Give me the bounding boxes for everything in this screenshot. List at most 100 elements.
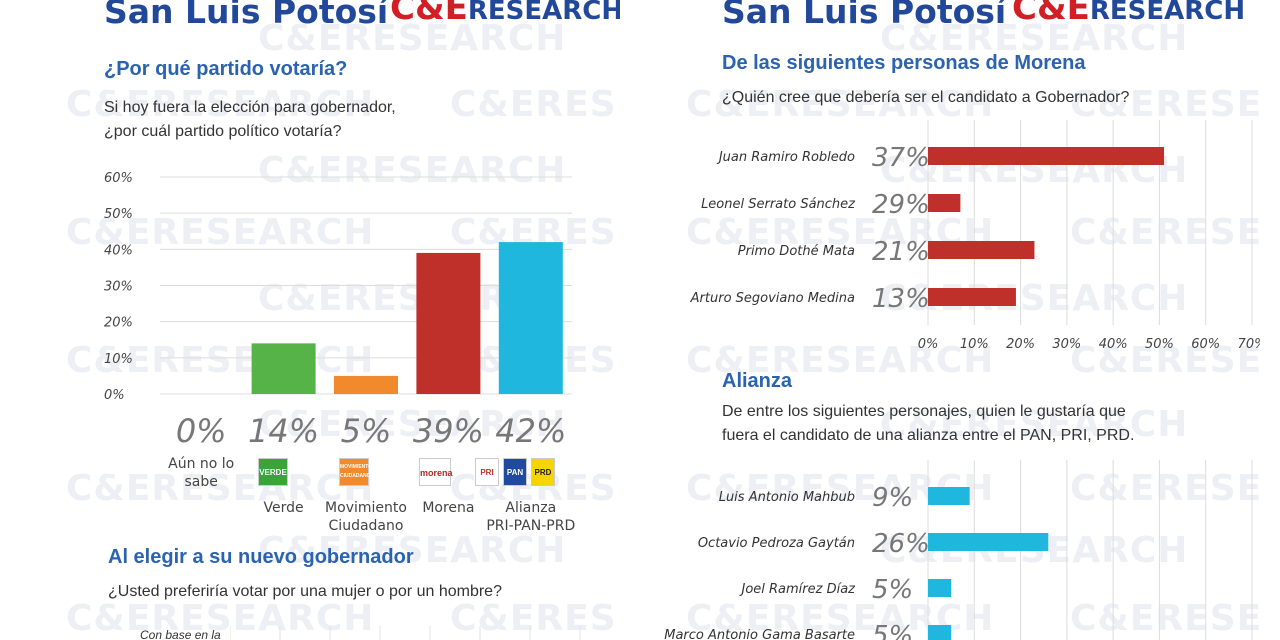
watermark-text: C&ERESEARCH <box>1070 84 1260 125</box>
x-tick-label: 30% <box>1052 337 1081 352</box>
y-tick-label: 20% <box>104 316 133 331</box>
y-tick-label: 60% <box>104 171 133 186</box>
section-title-party: ¿Por qué partido votaría? <box>104 58 348 80</box>
candidate-percent: 5% <box>872 575 913 605</box>
watermark-text: C&ERESEARCH <box>66 84 375 125</box>
movimiento-ciudadano-logo-icon: MOVIMIENTO CIUDADANO <box>339 458 372 486</box>
candidate-percent: 5% <box>872 621 913 640</box>
candidate-bar <box>928 194 961 212</box>
candidate-percent: 13% <box>872 284 930 314</box>
watermark-text: C&ERESEARCH <box>1070 598 1260 639</box>
section-title-gender: Al elegir a su nuevo gobernador <box>108 546 414 568</box>
alianza-candidate-bar-chart: Luis Antonio Mahbub 9% Octavio Pedroza Gay… <box>664 460 1253 640</box>
page-title: San Luis Potosí <box>104 0 389 31</box>
bar-4 <box>498 242 563 394</box>
category-label: Morena <box>422 500 474 516</box>
prd-logo-icon: PRD <box>531 458 555 486</box>
x-tick-label: 60% <box>1191 337 1220 352</box>
candidate-name: Primo Dothé Mata <box>738 244 855 259</box>
candidate-bar <box>928 288 1016 306</box>
y-tick-label: 50% <box>104 207 133 222</box>
watermark-text: C&ERESEARCH <box>66 598 375 639</box>
candidate-percent: 21% <box>872 237 930 267</box>
y-tick-label: 0% <box>104 388 125 403</box>
section-title-morena: De las siguientes personas de Morena <box>722 52 1086 74</box>
bar-value-label: 14% <box>248 412 319 450</box>
verde-logo-icon: VERDE <box>258 458 288 486</box>
bar-value-label: 0% <box>176 412 227 450</box>
section-title-alianza: Alianza <box>722 370 793 392</box>
candidate-name: Arturo Segoviano Medina <box>690 291 855 306</box>
brand-logo: C&ERESEARCH <box>390 0 620 28</box>
question-alianza: De entre los siguientes personajes, quie… <box>722 403 1135 444</box>
brand-logo: C&ERESEARCH <box>1012 0 1246 28</box>
bar-value-label: 42% <box>495 412 566 450</box>
bar-3 <box>416 252 481 394</box>
watermark-text: C&ERESEARCH <box>258 18 567 59</box>
y-tick-label: 30% <box>104 280 133 295</box>
y-tick-label: 10% <box>104 352 133 367</box>
category-label: Ciudadano <box>329 518 404 534</box>
candidate-name: Octavio Pedroza Gaytán <box>698 536 855 551</box>
candidate-bar <box>928 533 1049 551</box>
candidate-percent: 26% <box>872 529 930 559</box>
candidate-bar <box>928 487 970 505</box>
candidate-bar <box>928 241 1035 259</box>
candidate-name: Marco Antonio Gama Basarte <box>664 628 855 640</box>
candidate-name: Joel Ramírez Díaz <box>738 582 856 597</box>
candidate-name: Juan Ramiro Robledo <box>716 150 855 165</box>
candidate-bar <box>928 625 952 640</box>
x-tick-label: 40% <box>1099 337 1128 352</box>
candidate-percent: 29% <box>872 190 930 220</box>
watermark-text: C&ERESEARCH <box>880 404 1189 445</box>
candidate-percent: 9% <box>872 483 913 513</box>
bar-value-label: 5% <box>341 412 392 450</box>
question-party: Si hoy fuera la elección para gobernador… <box>104 99 396 140</box>
x-tick-label: 70% <box>1238 337 1260 352</box>
bar-value-label: 39% <box>413 412 484 450</box>
watermark-text: C&ERESEARCH <box>1070 468 1260 509</box>
watermark-text: C&ERESEARCH <box>686 84 995 125</box>
watermark-text: C&ERESEARCH <box>258 150 567 191</box>
watermark-text: C&ERESEARCH <box>66 340 375 381</box>
question-morena: ¿Quién cree que debería ser el candidato… <box>722 89 1130 106</box>
watermark-text: C&ERESEARCH <box>880 18 1189 59</box>
watermark-text: C&ERESEARCH <box>1070 340 1260 381</box>
candidate-name: Luis Antonio Mahbub <box>719 490 855 505</box>
left-panel: C&ERESEARCHC&ERESEARCHC&ERESEARCHC&ERESE… <box>0 0 620 640</box>
morena-candidate-bar-chart: Juan Ramiro Robledo 37% Leonel Serrato Sán… <box>690 120 1260 352</box>
x-tick-label: 0% <box>918 337 939 352</box>
category-label: Movimiento <box>325 500 407 516</box>
gender-partial-label: Con base en la <box>140 628 221 640</box>
pan-logo-icon: PAN <box>503 458 527 486</box>
party-vote-bar-chart: 0% 10% 20% 30% 40% 50% 60% 0% Aún no lo sabe 14% Ve… <box>104 171 575 534</box>
watermark-text: C&ERESEARCH <box>66 468 375 509</box>
category-label: Aún no lo <box>168 456 234 472</box>
page-title: San Luis Potosí <box>722 0 1007 31</box>
category-label: PRI-PAN-PRD <box>486 518 575 534</box>
category-label: Alianza <box>505 500 556 516</box>
category-label: sabe <box>185 474 218 490</box>
bar-1 <box>251 343 316 394</box>
y-tick-label: 40% <box>104 243 133 258</box>
x-tick-label: 20% <box>1006 337 1035 352</box>
candidate-bar <box>928 579 952 597</box>
candidate-percent: 37% <box>872 143 930 173</box>
watermark-text: C&ERESEARCH <box>450 598 620 639</box>
watermark-text: C&ERESEARCH <box>1070 212 1260 253</box>
category-label: Verde <box>264 500 304 516</box>
x-tick-label: 50% <box>1145 337 1174 352</box>
morena-logo-icon: morena <box>419 458 453 486</box>
gender-chart-grid <box>230 626 581 640</box>
watermark-text: C&ERESEARCH <box>258 530 567 571</box>
pri-logo-icon: PRI <box>475 458 499 486</box>
right-panel: C&ERESEARCHC&ERESEARCHC&ERESEARCHC&ERESE… <box>640 0 1260 640</box>
bar-2 <box>334 375 398 394</box>
candidate-name: Leonel Serrato Sánchez <box>701 197 856 212</box>
x-tick-label: 10% <box>960 337 989 352</box>
question-gender: ¿Usted preferiría votar por una mujer o … <box>108 583 502 600</box>
watermark-text: C&ERESEARCH <box>258 404 567 445</box>
watermark-text: C&ERESEARCH <box>66 212 375 253</box>
watermark-text: C&ERESEARCH <box>450 84 620 125</box>
candidate-bar <box>928 147 1165 165</box>
